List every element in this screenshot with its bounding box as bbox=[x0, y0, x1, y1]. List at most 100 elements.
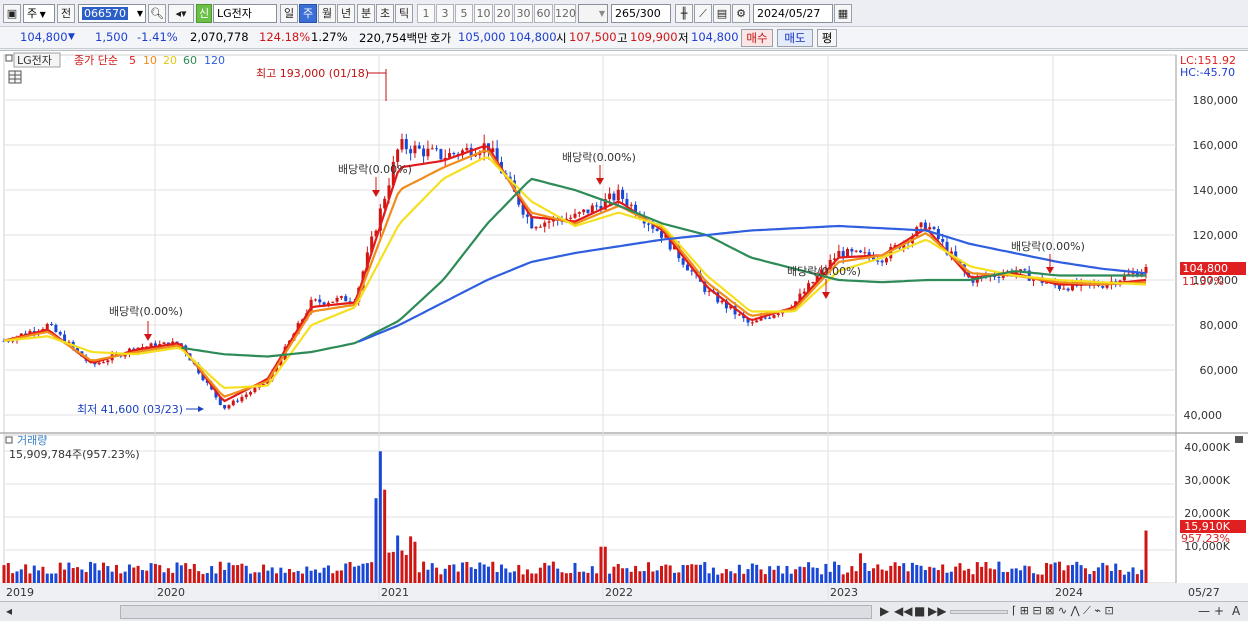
candle-body bbox=[430, 148, 434, 150]
x-tick: 2021 bbox=[381, 586, 409, 599]
dividend-annotation: 배당락(0.00%) bbox=[109, 305, 183, 318]
volume-bar bbox=[759, 569, 763, 583]
buy-button[interactable]: 매수 bbox=[741, 29, 773, 47]
draw-tool-icon[interactable]: ⟋ bbox=[694, 4, 712, 23]
price-axis-pane bbox=[1177, 55, 1245, 433]
candle-body bbox=[841, 250, 845, 258]
play-icon[interactable]: ▶ bbox=[880, 604, 890, 618]
interval-3[interactable]: 3 bbox=[436, 4, 454, 23]
period-day[interactable]: 일 bbox=[280, 4, 298, 23]
volume-bar bbox=[201, 574, 205, 583]
candle-body bbox=[798, 293, 802, 302]
speed-slider[interactable] bbox=[950, 610, 1008, 614]
volume-bar bbox=[41, 566, 45, 583]
volume-bar bbox=[984, 562, 988, 583]
interval-60[interactable]: 60 bbox=[534, 4, 553, 23]
count-input[interactable]: 265/300 bbox=[611, 4, 671, 23]
candle-icon[interactable]: ╫ bbox=[675, 4, 693, 23]
stock-code-value: 066570 bbox=[82, 7, 128, 20]
volume-bar bbox=[67, 562, 71, 583]
candle-body bbox=[365, 252, 369, 272]
ma-line-120 bbox=[358, 224, 1147, 343]
avg-button[interactable]: 평 bbox=[817, 29, 837, 47]
volume-bar bbox=[288, 568, 291, 583]
interval-20[interactable]: 20 bbox=[494, 4, 513, 23]
gear-icon[interactable]: ⚙ bbox=[732, 4, 750, 23]
close-pane-icon[interactable] bbox=[1235, 436, 1243, 443]
zoom-in-icon[interactable]: + bbox=[1214, 604, 1225, 618]
volume-bar bbox=[543, 562, 547, 583]
date-input[interactable]: 2024/05/27 bbox=[753, 4, 833, 23]
legend-box-icon[interactable] bbox=[5, 436, 13, 444]
volume-bar bbox=[396, 535, 400, 583]
interval-5[interactable]: 5 bbox=[455, 4, 473, 23]
interval-custom[interactable]: ▼ bbox=[578, 4, 608, 23]
candle-body bbox=[54, 324, 58, 333]
low-annotation: 최저 41,600 (03/23) bbox=[77, 403, 183, 416]
speaker-icon[interactable]: ◂▾ bbox=[168, 4, 194, 23]
low-value: 104,800 bbox=[691, 30, 739, 44]
save-icon[interactable]: ▤ bbox=[713, 4, 731, 23]
candle-body bbox=[629, 204, 633, 206]
candle-body bbox=[335, 297, 339, 302]
stop-icon[interactable]: ■ bbox=[914, 604, 926, 618]
period-tick[interactable]: 틱 bbox=[395, 4, 413, 23]
volume-bar bbox=[339, 570, 343, 583]
volume-bar bbox=[833, 561, 837, 583]
interval-1[interactable]: 1 bbox=[417, 4, 435, 23]
candle-body bbox=[724, 300, 728, 309]
chart-menu-icon[interactable]: ▣ bbox=[3, 4, 21, 23]
candle-body bbox=[474, 155, 478, 157]
candle-body bbox=[525, 214, 529, 217]
candle-body bbox=[370, 236, 374, 253]
candle-body bbox=[603, 199, 607, 210]
volume-bar bbox=[240, 563, 244, 583]
volume-bar bbox=[690, 564, 694, 583]
volume-bar bbox=[642, 571, 646, 583]
volume-bar bbox=[781, 573, 785, 583]
stock-code-input[interactable]: 066570 ▼ bbox=[78, 4, 146, 23]
volume-bar bbox=[672, 572, 676, 583]
auto-scale-icon[interactable]: A bbox=[1232, 604, 1241, 618]
rewind-icon[interactable]: ◀◀ bbox=[894, 604, 913, 618]
candle-body bbox=[534, 227, 538, 229]
price-change: 1,500 bbox=[95, 30, 128, 44]
period-second[interactable]: 초 bbox=[376, 4, 394, 23]
volume-bar bbox=[456, 571, 460, 583]
search-icon[interactable]: 🔍︎ bbox=[148, 4, 166, 23]
candle-body bbox=[227, 405, 231, 409]
candle-body bbox=[846, 249, 850, 258]
volume-bar bbox=[417, 572, 421, 583]
calendar-icon[interactable]: ▦ bbox=[834, 4, 852, 23]
volume-bar bbox=[1122, 574, 1126, 583]
volume-bar bbox=[1023, 565, 1027, 583]
price-tick: 140,000 bbox=[1193, 184, 1239, 197]
candle-body bbox=[871, 256, 875, 261]
period-week[interactable]: 주 bbox=[299, 4, 317, 23]
interval-30[interactable]: 30 bbox=[514, 4, 533, 23]
volume-bar bbox=[534, 573, 538, 583]
candle-body bbox=[824, 268, 828, 270]
candle-body bbox=[231, 400, 235, 406]
volume-bar bbox=[508, 572, 512, 583]
volume-bar bbox=[89, 561, 93, 583]
stock-name-field[interactable]: LG전자 bbox=[213, 4, 277, 23]
period-minute[interactable]: 분 bbox=[357, 4, 375, 23]
candle-body bbox=[149, 343, 153, 347]
stock-legend-box[interactable] bbox=[13, 52, 61, 68]
sell-button[interactable]: 매도 bbox=[777, 29, 813, 47]
zoom-out-icon[interactable]: — bbox=[1198, 604, 1210, 618]
price-tick: 60,000 bbox=[1200, 364, 1239, 377]
period-year[interactable]: 년 bbox=[337, 4, 355, 23]
legend-box-icon[interactable] bbox=[5, 54, 13, 62]
interval-120[interactable]: 120 bbox=[554, 4, 576, 23]
price-pane bbox=[3, 54, 1177, 434]
period-month[interactable]: 월 bbox=[318, 4, 336, 23]
drawing-tools-icon[interactable]: ⌈ ⊞ ⊟ ⊠ ∿ ⋀ ⟋ ⌁ ⊡ bbox=[1012, 604, 1114, 617]
scrollbar-thumb[interactable] bbox=[120, 605, 872, 619]
prev-button[interactable]: 전 bbox=[57, 4, 75, 23]
scroll-left-icon[interactable]: ◂ bbox=[6, 604, 13, 618]
type-select[interactable]: 주 ▼ bbox=[23, 4, 55, 23]
fastforward-icon[interactable]: ▶▶ bbox=[928, 604, 947, 618]
interval-10[interactable]: 10 bbox=[474, 4, 493, 23]
